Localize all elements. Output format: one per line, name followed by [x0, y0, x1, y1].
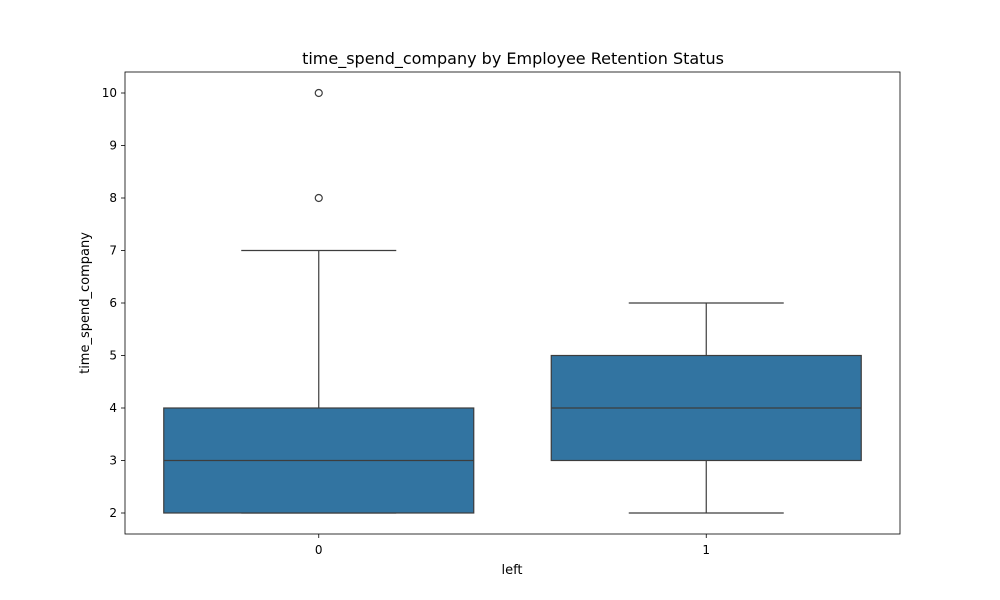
- y-tick-label: 2: [109, 506, 117, 520]
- x-axis-label: left: [501, 563, 522, 578]
- chart-title: time_spend_company by Employee Retention…: [302, 49, 724, 69]
- y-tick-label: 6: [109, 296, 117, 310]
- y-tick-label: 7: [109, 244, 117, 258]
- y-tick-label: 9: [109, 139, 117, 153]
- x-tick-label: 0: [315, 543, 323, 557]
- y-axis-label: time_spend_company: [78, 232, 93, 374]
- box-group-0: [163, 88, 475, 514]
- outlier-point: [314, 88, 323, 98]
- y-tick-label: 4: [109, 401, 117, 415]
- plot-area: [163, 88, 862, 514]
- y-axis: 2 3 4 5 6 7 8 9 10: [102, 86, 125, 520]
- y-tick-label: 3: [109, 454, 117, 468]
- y-tick-label: 5: [109, 349, 117, 363]
- box-group-1: [550, 302, 862, 514]
- outlier-point: [314, 193, 323, 203]
- y-tick-label: 10: [102, 86, 117, 100]
- x-tick-label: 1: [702, 543, 710, 557]
- y-tick-label: 8: [109, 191, 117, 205]
